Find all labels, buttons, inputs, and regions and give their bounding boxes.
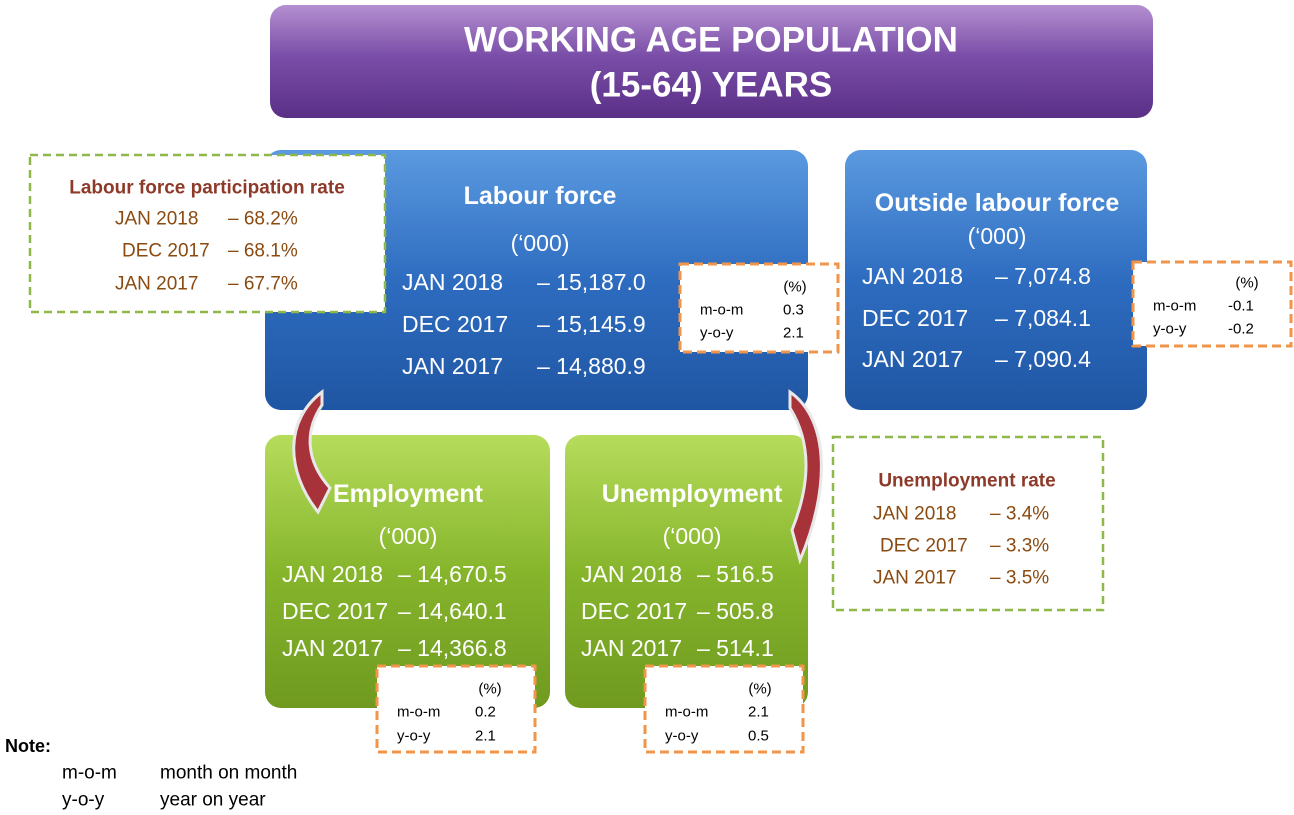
change-label: m-o-m [397, 704, 440, 721]
change-box [1131, 260, 1293, 348]
box-title: Unemployment [602, 480, 783, 508]
period: JAN 2018 [873, 504, 956, 525]
change-value: 0.2 [475, 704, 496, 721]
value: – 15,187.0 [537, 269, 646, 295]
value: – 7,090.4 [995, 346, 1091, 372]
unemployment-box [565, 435, 808, 708]
unit: (‘000) [968, 223, 1027, 249]
box-title: Outside labour force [875, 189, 1120, 217]
value: – 7,074.8 [995, 263, 1091, 289]
change-label: y-o-y [397, 728, 431, 745]
arrow-right [788, 389, 823, 565]
period: DEC 2017 [282, 598, 388, 624]
change-unit: (%) [478, 681, 501, 698]
value: – 14,640.1 [398, 598, 507, 624]
value: – 7,084.1 [995, 305, 1091, 331]
title-banner [270, 5, 1153, 118]
value: – 14,880.9 [537, 353, 646, 379]
unit: (‘000) [379, 523, 438, 549]
rate-value: – 3.4% [990, 504, 1049, 525]
value: – 505.8 [697, 598, 774, 624]
change-value: -0.2 [1228, 321, 1254, 338]
period: JAN 2017 [862, 346, 963, 372]
period: JAN 2018 [115, 209, 198, 230]
value: – 516.5 [697, 561, 774, 587]
period: DEC 2017 [581, 598, 687, 624]
change-box [375, 664, 537, 754]
period: DEC 2017 [862, 305, 968, 331]
period: JAN 2017 [402, 353, 503, 379]
change-label: m-o-m [700, 302, 743, 319]
period: DEC 2017 [122, 241, 210, 262]
box-title: Employment [333, 480, 484, 508]
unit: (‘000) [663, 523, 722, 549]
period: JAN 2018 [581, 561, 682, 587]
note-title: Note: [5, 736, 51, 756]
rate-value: – 3.5% [990, 568, 1049, 589]
rate-title: Labour force participation rate [69, 178, 345, 199]
change-label: y-o-y [700, 325, 734, 342]
note-meaning: year on year [160, 790, 266, 811]
box-title: Labour force [464, 182, 617, 210]
change-value: 2.1 [783, 325, 804, 342]
period: DEC 2017 [402, 311, 508, 337]
change-value: -0.1 [1228, 298, 1254, 315]
value: – 514.1 [697, 635, 774, 661]
labour-force-box [265, 150, 808, 410]
outside-labour-force-box [845, 150, 1147, 410]
rate-value: – 67.7% [228, 274, 298, 295]
change-unit: (%) [783, 279, 806, 296]
change-label: m-o-m [1153, 298, 1196, 315]
note-term: m-o-m [62, 763, 117, 784]
change-unit: (%) [1235, 275, 1258, 292]
rate-value: – 68.1% [228, 241, 298, 262]
value: – 15,145.9 [537, 311, 646, 337]
change-box [678, 262, 840, 354]
title: WORKING AGE POPULATION [464, 21, 958, 60]
period: DEC 2017 [880, 536, 968, 557]
change-value: 2.1 [748, 704, 769, 721]
title: (15-64) YEARS [590, 66, 833, 105]
period: JAN 2017 [282, 635, 383, 661]
change-label: m-o-m [665, 704, 708, 721]
unit: (‘000) [511, 230, 570, 256]
note-meaning: month on month [160, 763, 297, 784]
change-unit: (%) [748, 681, 771, 698]
value: – 14,366.8 [398, 635, 507, 661]
change-value: 0.5 [748, 728, 769, 745]
unemployment-rate-box [831, 435, 1105, 612]
change-value: 0.3 [783, 302, 804, 319]
value: – 14,670.5 [398, 561, 507, 587]
period: JAN 2018 [402, 269, 503, 295]
rate-value: – 3.3% [990, 536, 1049, 557]
period: JAN 2017 [115, 274, 198, 295]
period: JAN 2018 [282, 561, 383, 587]
change-value: 2.1 [475, 728, 496, 745]
period: JAN 2017 [581, 635, 682, 661]
period: JAN 2018 [862, 263, 963, 289]
period: JAN 2017 [873, 568, 956, 589]
change-label: y-o-y [1153, 321, 1187, 338]
rate-title: Unemployment rate [878, 471, 1055, 492]
rate-value: – 68.2% [228, 209, 298, 230]
participation-rate-box [28, 153, 387, 314]
note-term: y-o-y [62, 790, 105, 811]
arrow-left [292, 388, 332, 515]
change-label: y-o-y [665, 728, 699, 745]
employment-box [265, 435, 550, 708]
change-box [643, 664, 805, 754]
